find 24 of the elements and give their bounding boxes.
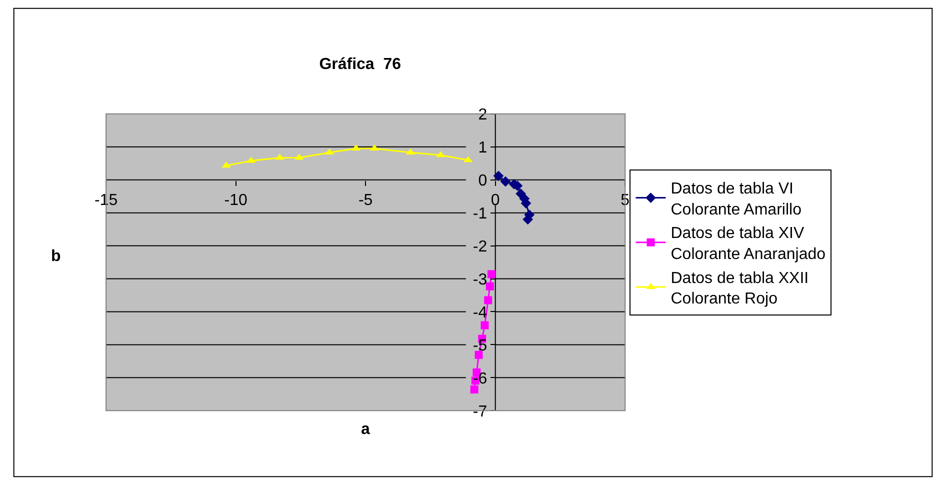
x-tick-label: 5 [620, 192, 630, 210]
chart-title: Gráfica 76 [319, 56, 402, 74]
y-tick-label: 0 [478, 172, 488, 190]
y-tick-label: 2 [478, 106, 488, 124]
legend-label: Datos de tabla VI Colorante Amarillo [670, 180, 802, 218]
y-tick-label: -1 [472, 205, 488, 222]
y-axis-title: b [51, 248, 61, 265]
x-tick-label: -15 [94, 192, 118, 210]
point [486, 282, 494, 290]
point [470, 386, 478, 394]
y-tick-label: 1 [478, 139, 488, 156]
x-tick-label: -10 [224, 192, 248, 210]
point [493, 170, 504, 182]
y-tick-label: -7 [472, 403, 488, 420]
x-axis-title: a [361, 421, 370, 438]
point [484, 296, 492, 304]
legend-label: Datos de tabla XXII Colorante Rojo [670, 270, 809, 308]
x-tick-label: -5 [358, 192, 373, 210]
legend-label: Datos de tabla XIV Colorante Anaranjado [670, 225, 826, 264]
x-tick-label: 0 [490, 192, 500, 210]
y-tick-label: -3 [472, 271, 488, 288]
point [480, 321, 489, 330]
point [500, 176, 511, 187]
y-tick-label: -2 [472, 238, 488, 256]
